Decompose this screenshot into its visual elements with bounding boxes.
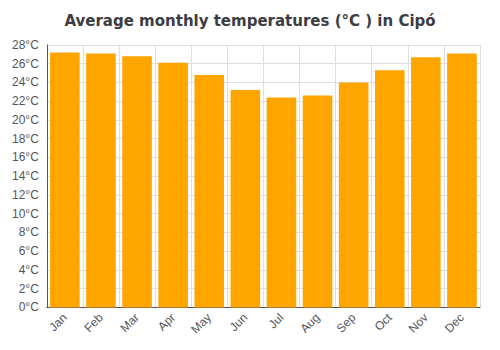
svg-text:20°C: 20°C	[12, 113, 39, 127]
svg-text:Aug: Aug	[298, 311, 323, 336]
svg-text:28°C: 28°C	[12, 38, 39, 52]
svg-text:Nov: Nov	[406, 311, 431, 336]
svg-text:Jan: Jan	[46, 311, 70, 335]
svg-text:0°C: 0°C	[19, 300, 39, 314]
svg-text:Sep: Sep	[334, 310, 359, 335]
svg-text:Jul: Jul	[266, 311, 287, 332]
svg-text:8°C: 8°C	[19, 225, 39, 239]
svg-text:2°C: 2°C	[19, 282, 39, 296]
svg-text:4°C: 4°C	[19, 263, 39, 277]
svg-text:10°C: 10°C	[12, 207, 39, 221]
svg-text:22°C: 22°C	[12, 94, 39, 108]
svg-text:Apr: Apr	[155, 311, 178, 334]
svg-text:14°C: 14°C	[12, 169, 39, 183]
svg-text:26°C: 26°C	[12, 57, 39, 71]
svg-text:12°C: 12°C	[12, 188, 39, 202]
svg-text:6°C: 6°C	[19, 244, 39, 258]
svg-text:24°C: 24°C	[12, 75, 39, 89]
svg-text:Jun: Jun	[227, 311, 251, 335]
svg-text:16°C: 16°C	[12, 150, 39, 164]
svg-text:Dec: Dec	[442, 311, 467, 336]
svg-text:May: May	[188, 311, 214, 337]
svg-text:Mar: Mar	[118, 311, 143, 335]
svg-text:Average monthly temperatures (: Average monthly temperatures (°C ) in Ci…	[64, 12, 435, 30]
svg-text:18°C: 18°C	[12, 132, 39, 146]
svg-text:Oct: Oct	[372, 310, 396, 334]
svg-text:Feb: Feb	[81, 310, 106, 335]
